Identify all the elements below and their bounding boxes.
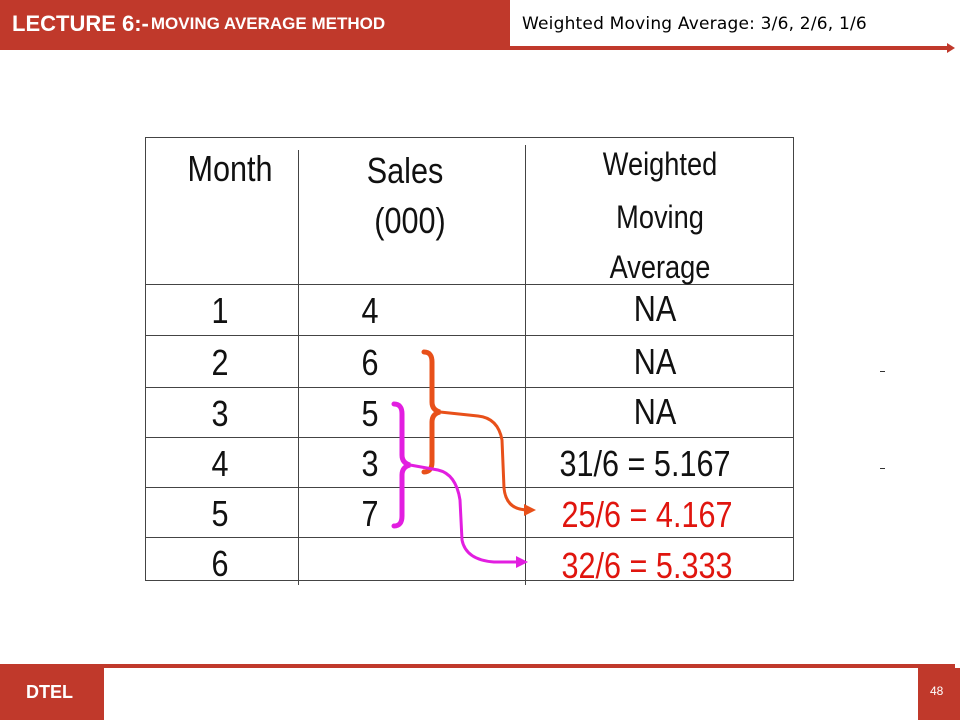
- column-header-average: Average: [609, 249, 711, 285]
- table-border-bottom: [145, 580, 794, 581]
- row-divider-3: [145, 437, 794, 438]
- table-row-1-wma: NA: [633, 288, 677, 329]
- table-row-6-month: 6: [211, 543, 229, 584]
- table-border-right: [793, 137, 794, 581]
- header-arrow-icon: [947, 43, 955, 53]
- table-row-2-month: 2: [211, 342, 229, 383]
- dash-mark: [880, 371, 885, 372]
- table-row-3-sales: 5: [361, 393, 379, 434]
- arrow-magenta: [409, 463, 518, 564]
- table-row-4-wma: 31/6 = 5.167: [559, 443, 731, 484]
- table-row-4-month: 4: [211, 443, 229, 484]
- column-header-sales: Sales: [366, 150, 444, 191]
- row-divider-header: [145, 284, 794, 285]
- table-row-3-month: 3: [211, 393, 229, 434]
- table-border-top: [145, 137, 794, 138]
- table-row-5-month: 5: [211, 493, 229, 534]
- arrow-orange-head-icon: [524, 504, 536, 516]
- brace-magenta: [391, 401, 411, 529]
- table-row-2-sales: 6: [361, 342, 379, 383]
- table-row-3-wma: NA: [633, 391, 677, 432]
- table-row-5-wma: 25/6 = 4.167: [561, 494, 733, 535]
- table-row-5-sales: 7: [361, 493, 379, 534]
- brace-red: [421, 349, 441, 475]
- lecture-title: MOVING AVERAGE METHOD: [150, 14, 386, 33]
- column-header-sales-unit: (000): [374, 200, 446, 241]
- column-header-moving: Moving: [616, 199, 704, 235]
- footer-org-label: DTEL: [26, 682, 73, 702]
- page-number-badge: 48: [918, 668, 960, 720]
- table-border-left: [145, 137, 146, 581]
- table-row-4-sales: 3: [361, 443, 379, 484]
- column-divider-2: [525, 145, 526, 585]
- column-divider-1: [298, 150, 299, 585]
- column-header-weighted: Weighted: [602, 146, 718, 182]
- dash-mark: [880, 468, 885, 469]
- arrow-magenta-head-icon: [516, 556, 528, 568]
- slide-subtitle: Weighted Moving Average: 3/6, 2/6, 1/6: [522, 14, 867, 34]
- row-divider-5: [145, 537, 794, 538]
- row-divider-4: [145, 487, 794, 488]
- footer-divider: [0, 664, 955, 668]
- table-row-6-wma: 32/6 = 5.333: [561, 545, 733, 586]
- column-header-month: Month: [187, 148, 273, 189]
- table-row-1-month: 1: [211, 290, 229, 331]
- lecture-badge: LECTURE 6:- MOVING AVERAGE METHOD: [0, 0, 510, 48]
- lecture-prefix: LECTURE 6:-: [12, 11, 149, 36]
- header-divider: [0, 46, 948, 50]
- row-divider-2: [145, 387, 794, 388]
- arrow-orange: [439, 410, 529, 512]
- row-divider-1: [145, 335, 794, 336]
- table-row-2-wma: NA: [633, 341, 677, 382]
- footer-org-badge: DTEL: [0, 668, 104, 720]
- page-number: 48: [930, 684, 944, 698]
- table-row-1-sales: 4: [361, 290, 379, 331]
